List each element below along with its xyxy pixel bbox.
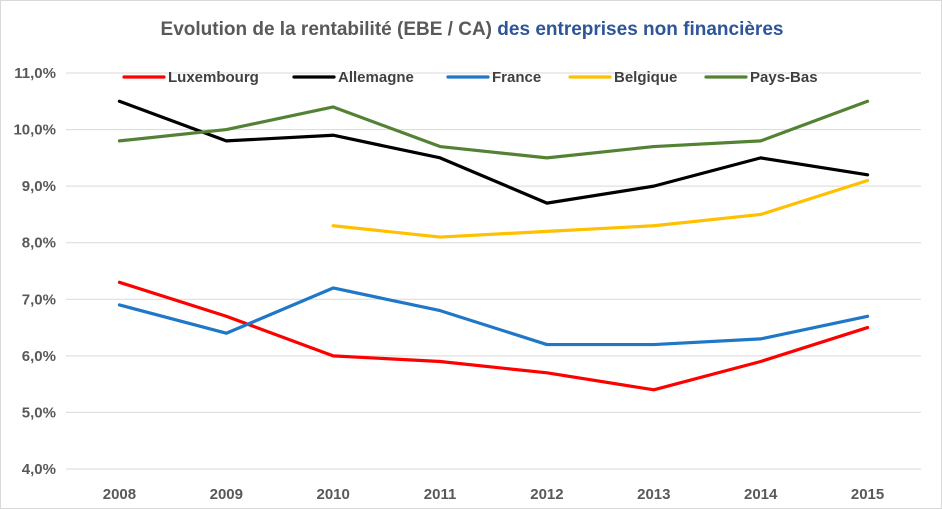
x-tick-label: 2015 bbox=[851, 486, 884, 503]
series-line-allemagne bbox=[117, 99, 870, 205]
y-axis-tick-labels: 4,0% 5,0% 6,0% 7,0% 8,0% 9,0% 10,0% 11,0% bbox=[13, 65, 56, 478]
legend-label-luxembourg: Luxembourg bbox=[168, 69, 259, 86]
y-tick-label: 9,0% bbox=[22, 178, 56, 195]
series-line-pays-bas bbox=[117, 99, 870, 160]
x-axis-tick-labels: 2008 2009 2010 2011 2012 2013 2014 2015 bbox=[103, 486, 885, 503]
legend-label-belgique: Belgique bbox=[614, 69, 677, 86]
x-tick-label: 2009 bbox=[210, 486, 243, 503]
x-tick-label: 2014 bbox=[744, 486, 778, 503]
x-tick-label: 2008 bbox=[103, 486, 136, 503]
chart-title-main: Evolution de la rentabilité (EBE / CA) bbox=[160, 19, 493, 40]
x-tick-label: 2012 bbox=[530, 486, 563, 503]
series-line-belgique bbox=[331, 178, 870, 239]
x-tick-label: 2011 bbox=[424, 486, 457, 503]
y-tick-label: 6,0% bbox=[22, 348, 56, 365]
y-tick-label: 11,0% bbox=[14, 65, 56, 82]
y-tick-label: 10,0% bbox=[13, 122, 56, 139]
legend-label-allemagne: Allemagne bbox=[338, 69, 414, 86]
series-line-luxembourg bbox=[117, 280, 870, 392]
legend: Luxembourg Allemagne France Belgique Pays-Ba… bbox=[122, 69, 818, 86]
x-tick-label: 2010 bbox=[317, 486, 350, 503]
y-tick-label: 8,0% bbox=[22, 235, 56, 252]
gridlines bbox=[66, 72, 921, 470]
legend-label-pays-bas: Pays-Bas bbox=[750, 69, 818, 86]
y-tick-label: 5,0% bbox=[22, 404, 56, 421]
y-tick-label: 7,0% bbox=[22, 291, 56, 308]
x-tick-label: 2013 bbox=[637, 486, 670, 503]
legend-label-france: France bbox=[492, 69, 541, 86]
chart-title: Evolution de la rentabilité (EBE / CA) d… bbox=[1, 19, 942, 41]
series-lines bbox=[117, 99, 870, 392]
y-tick-label: 4,0% bbox=[22, 461, 56, 478]
chart-title-accent: des entreprises non financières bbox=[497, 19, 784, 40]
series-line-france bbox=[117, 286, 870, 347]
